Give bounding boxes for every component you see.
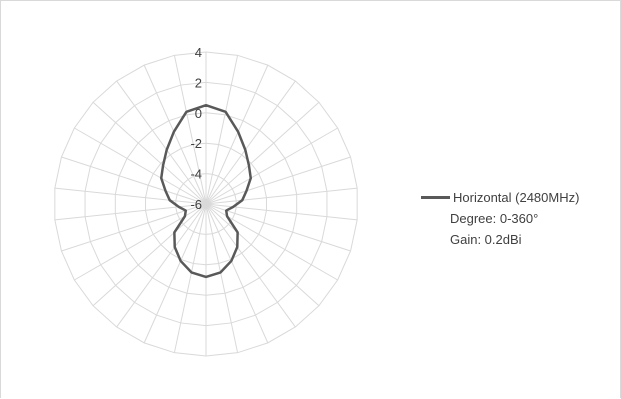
grid-spoke	[205, 187, 358, 205]
radar-spokes	[54, 52, 358, 356]
radar-series-layer	[159, 103, 253, 279]
grid-spoke	[92, 203, 207, 307]
radial-tick-labels: 4 2 0 -2 -4 -6	[190, 45, 202, 212]
grid-spoke	[205, 203, 296, 328]
radial-tick-label: 0	[195, 106, 202, 121]
grid-spoke	[205, 101, 320, 205]
grid-spoke	[116, 203, 207, 328]
series-line	[159, 103, 253, 279]
grid-spoke	[92, 101, 207, 205]
grid-spoke	[74, 127, 207, 205]
legend-gain-note: Gain: 0.2dBi	[450, 232, 522, 247]
grid-spoke	[205, 64, 269, 205]
grid-spoke	[61, 156, 207, 205]
grid-spoke	[205, 80, 296, 205]
grid-spoke	[205, 127, 338, 205]
legend-series-label: Horizontal (2480MHz)	[453, 190, 580, 205]
grid-spoke	[143, 203, 207, 344]
legend-series-swatch	[421, 196, 450, 199]
grid-spoke	[205, 203, 320, 307]
grid-spoke	[205, 156, 351, 205]
grid-spoke	[173, 203, 207, 353]
grid-spoke	[54, 187, 207, 205]
radial-tick-label: 2	[195, 75, 202, 90]
grid-spoke	[173, 55, 207, 205]
grid-spoke	[205, 203, 351, 252]
legend: Horizontal (2480MHz) Degree: 0-360° Gain…	[421, 187, 579, 250]
grid-spoke	[143, 64, 207, 205]
legend-entry: Horizontal (2480MHz)	[421, 187, 579, 208]
grid-spoke	[116, 80, 207, 205]
grid-spoke	[205, 55, 239, 205]
radial-tick-label: 4	[195, 45, 202, 60]
grid-spoke	[205, 203, 239, 353]
grid-spoke	[61, 203, 207, 252]
grid-spoke	[205, 203, 269, 344]
legend-degree-note: Degree: 0-360°	[450, 211, 539, 226]
radial-tick-label: -4	[190, 167, 202, 182]
radial-tick-label: -6	[190, 197, 202, 212]
radial-tick-label: -2	[190, 136, 202, 151]
